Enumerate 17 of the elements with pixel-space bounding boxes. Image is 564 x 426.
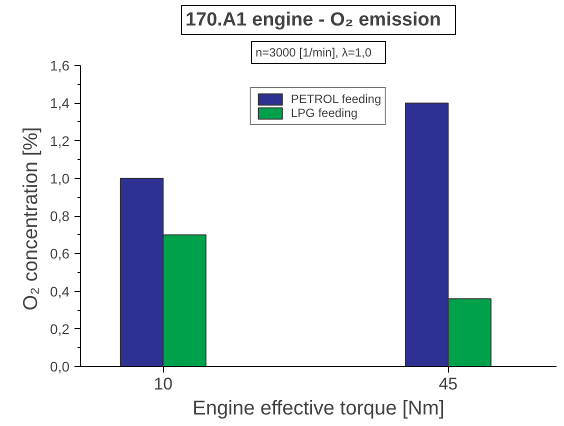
y-tick-label: 1,2 xyxy=(50,132,70,149)
y-tick-label: 1,6 xyxy=(50,58,70,74)
x-axis-title: Engine effective torque [Nm] xyxy=(192,398,445,420)
y-tick-label: 0,4 xyxy=(50,283,70,300)
y-tick-label: 0,0 xyxy=(50,358,70,374)
y-tick-label: 0,2 xyxy=(50,320,70,337)
x-tick-label: 10 xyxy=(154,374,173,394)
legend-label: PETROL feeding xyxy=(290,92,382,106)
y-tick-label: 0,6 xyxy=(50,246,70,262)
y-tick-label: 1,0 xyxy=(50,170,70,186)
y-axis-title: O₂ concentration [%] xyxy=(20,127,42,310)
y-tick-label: 0,8 xyxy=(50,208,70,224)
y-tick-label: 1,4 xyxy=(50,95,70,112)
chart-subtitle: n=3000 [1/min], λ=1,0 xyxy=(255,46,372,60)
x-tick-label: 45 xyxy=(438,374,458,394)
chart-title: 170.A1 engine - O₂ emission xyxy=(185,10,441,30)
legend-label: LPG feeding xyxy=(290,106,358,120)
